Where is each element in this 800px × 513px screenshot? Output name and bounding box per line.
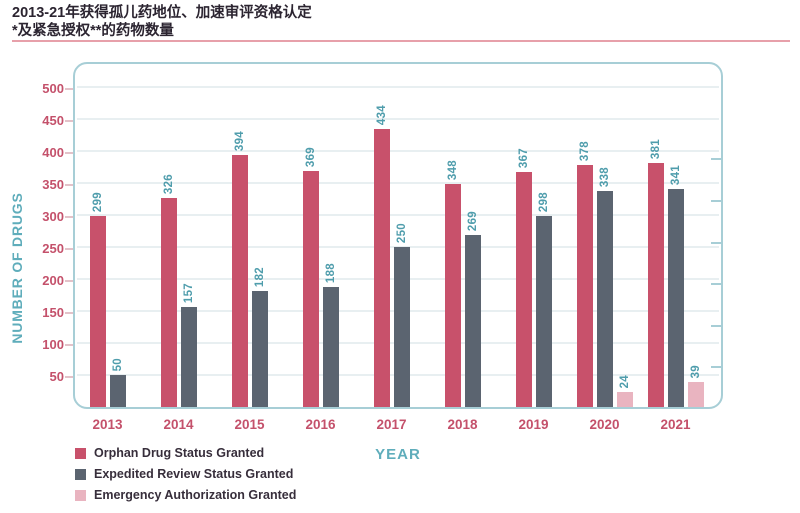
- right-border-tick: [711, 200, 721, 202]
- gridline-500: [77, 86, 719, 88]
- right-border-tick: [711, 158, 721, 160]
- bar-value-label: 326: [162, 173, 175, 194]
- right-border-tick: [711, 283, 721, 285]
- y-tick-dash: [65, 280, 73, 282]
- bar-value-label: 378: [578, 140, 591, 161]
- y-tick-dash: [65, 216, 73, 218]
- bar-chart-plot-area: 299 50 326 157 394 182 369 188 434 250 348 269 367 29…: [73, 62, 723, 409]
- bar-value-label: 299: [91, 191, 104, 212]
- bar-orphan-2019: 367: [515, 148, 532, 407]
- x-tick-label-2017: 2017: [376, 417, 407, 432]
- bar-expedited-2014: 157: [180, 283, 197, 407]
- chart-title: 2013-21年获得孤儿药地位、加速审评资格认定 *及紧急授权**的药物数量: [12, 4, 312, 40]
- bar-expedited-2016: 188: [322, 263, 339, 407]
- bar-expedited-2021: 341: [667, 165, 684, 407]
- x-tick-label-2013: 2013: [92, 417, 123, 432]
- y-tick-label-300: 300: [42, 209, 64, 224]
- bar-value-label: 50: [111, 357, 124, 371]
- bar-expedited-2017: 250: [393, 223, 410, 407]
- x-tick-label-2018: 2018: [447, 417, 478, 432]
- title-divider-line: [12, 40, 790, 42]
- bar-orphan-2014: 326: [160, 174, 177, 407]
- x-tick-label-2019: 2019: [518, 417, 549, 432]
- right-border-tick: [711, 242, 721, 244]
- y-tick-dash: [65, 312, 73, 314]
- bar-expedited-2013: 50: [109, 358, 126, 407]
- x-tick-label-2015: 2015: [234, 417, 265, 432]
- bar-value-label: 157: [182, 282, 195, 303]
- bar-orphan-2013: 299: [89, 192, 106, 407]
- bar-value-label: 367: [517, 147, 530, 168]
- chart-title-line-2: *及紧急授权**的药物数量: [12, 23, 174, 39]
- bar-expedited-2018: 269: [464, 211, 481, 407]
- gridline-350: [77, 182, 719, 184]
- bar-orphan-2017: 434: [373, 105, 390, 407]
- gridline-300: [77, 214, 719, 216]
- bar-expedited-2015: 182: [251, 267, 268, 407]
- y-tick-label-100: 100: [42, 337, 64, 352]
- x-tick-label-2014: 2014: [163, 417, 194, 432]
- legend-label: Orphan Drug Status Granted: [94, 446, 265, 460]
- bar-value-label: 24: [618, 374, 631, 388]
- y-tick-dash: [65, 184, 73, 186]
- y-tick-label-450: 450: [42, 113, 64, 128]
- bar-orphan-2018: 348: [444, 160, 461, 407]
- y-tick-dash: [65, 120, 73, 122]
- bar-orphan-2020: 378: [576, 141, 593, 407]
- y-tick-dash: [65, 344, 73, 346]
- legend-swatch-icon: [75, 447, 86, 459]
- bar-orphan-2021: 381: [647, 139, 664, 407]
- bar-value-label: 269: [466, 210, 479, 231]
- bar-value-label: 39: [689, 364, 702, 378]
- legend-swatch-icon: [75, 489, 86, 501]
- y-tick-label-150: 150: [42, 305, 64, 320]
- y-tick-label-50: 50: [49, 369, 64, 384]
- bar-value-label: 341: [669, 164, 682, 185]
- bar-emergency-2021: 39: [687, 365, 704, 407]
- bar-value-label: 434: [375, 104, 388, 125]
- gridline-450: [77, 118, 719, 120]
- x-tick-label-2021: 2021: [660, 417, 691, 432]
- legend-item: Expedited Review Status Granted: [75, 467, 296, 481]
- y-tick-dash: [65, 152, 73, 154]
- x-axis-title: YEAR: [375, 446, 421, 463]
- bar-expedited-2019: 298: [535, 192, 552, 407]
- x-tick-label-2016: 2016: [305, 417, 336, 432]
- bar-value-label: 338: [598, 166, 611, 187]
- bar-orphan-2015: 394: [231, 131, 248, 407]
- y-tick-label-350: 350: [42, 177, 64, 192]
- bar-emergency-2020: 24: [616, 375, 633, 407]
- legend-item: Orphan Drug Status Granted: [75, 446, 296, 460]
- y-tick-dash: [65, 248, 73, 250]
- y-tick-label-250: 250: [42, 241, 64, 256]
- bar-value-label: 348: [446, 159, 459, 180]
- right-border-tick: [711, 366, 721, 368]
- bar-value-label: 188: [324, 262, 337, 283]
- legend-label: Emergency Authorization Granted: [94, 488, 297, 502]
- y-tick-dash: [65, 88, 73, 90]
- x-tick-label-2020: 2020: [589, 417, 620, 432]
- y-tick-label-200: 200: [42, 273, 64, 288]
- bar-value-label: 182: [253, 266, 266, 287]
- legend-swatch-icon: [75, 468, 86, 480]
- legend-label: Expedited Review Status Granted: [94, 467, 294, 481]
- bar-value-label: 369: [304, 146, 317, 167]
- bar-value-label: 381: [649, 138, 662, 159]
- chart-title-line-1: 2013-21年获得孤儿药地位、加速审评资格认定: [12, 5, 312, 21]
- y-tick-label-400: 400: [42, 145, 64, 160]
- bar-value-label: 250: [395, 222, 408, 243]
- bar-orphan-2016: 369: [302, 147, 319, 407]
- y-tick-dash: [65, 376, 73, 378]
- chart-legend: Orphan Drug Status Granted Expedited Revi…: [75, 446, 296, 502]
- bar-expedited-2020: 338: [596, 167, 613, 407]
- bar-value-label: 394: [233, 130, 246, 151]
- right-border-tick: [711, 325, 721, 327]
- bar-value-label: 298: [537, 191, 550, 212]
- gridline-400: [77, 150, 719, 152]
- legend-item: Emergency Authorization Granted: [75, 488, 296, 502]
- y-tick-label-500: 500: [42, 81, 64, 96]
